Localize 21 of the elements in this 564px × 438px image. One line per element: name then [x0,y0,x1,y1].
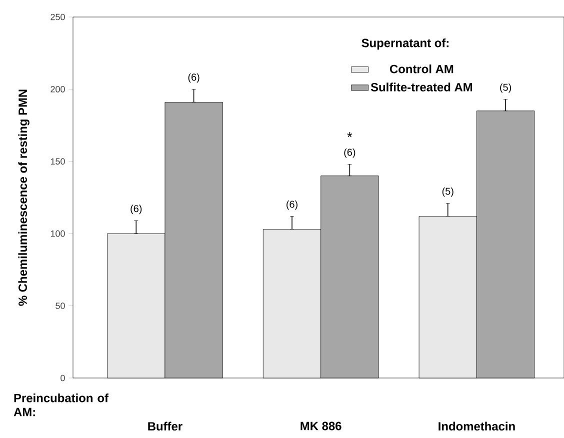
y-tick-label: 0 [60,374,65,382]
y-tick-label: 50 [56,302,65,309]
x-tick-label: Indomethacin [438,422,515,431]
legend-label: Control AM [390,64,454,74]
x-tick-label: Buffer [148,422,182,431]
annotation: (6) [130,204,142,214]
y-axis-title: % Chemiluminescence of resting PMN [18,90,30,306]
x-tick-label: MK 886 [300,422,342,430]
x-axis-title: Preincubation of AM: [14,394,109,416]
annotation: (6) [286,200,298,210]
y-tick-label: 200 [50,86,65,92]
annotation: * [347,132,352,138]
y-tick-label: 250 [50,14,65,20]
annotation: (5) [500,84,512,93]
annotation: (6) [344,148,356,158]
annotation: (6) [188,73,200,83]
annotation: (5) [442,187,454,197]
legend-title: Supernatant of: [362,38,448,50]
y-tick-label: 100 [50,230,65,237]
y-tick-label: 150 [50,158,65,165]
legend-label: Sulfite-treated AM [370,82,472,92]
